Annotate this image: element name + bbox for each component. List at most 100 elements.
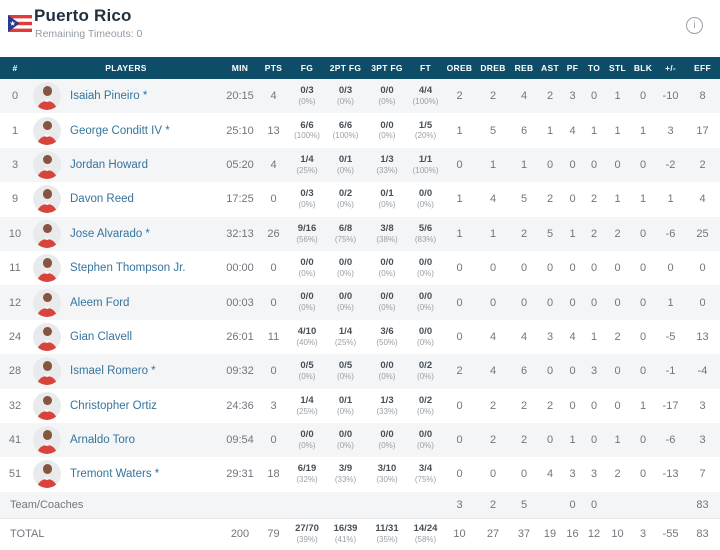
- jersey-shape: [37, 273, 57, 283]
- player-to: 0: [590, 90, 598, 103]
- player-min: 25:10: [226, 124, 254, 137]
- collar-shape: [44, 305, 50, 309]
- player-stl: 1: [614, 434, 621, 447]
- player-pm: -10: [662, 90, 679, 103]
- player-name[interactable]: Christopher Ortiz: [70, 399, 157, 412]
- player-dreb: 1: [489, 158, 497, 171]
- player-2pt-fg-made-att: 3/9: [338, 463, 353, 475]
- total-pts: 79: [267, 528, 280, 541]
- player-ft: 3/4 (75%): [408, 464, 443, 485]
- player-3pt-fg: 0/0 (0%): [366, 360, 408, 381]
- head-shape: [42, 326, 52, 337]
- player-name[interactable]: Stephen Thompson Jr.: [70, 262, 186, 275]
- player-name[interactable]: Tremont Waters *: [70, 468, 160, 481]
- player-blk: 0: [639, 262, 647, 275]
- team-oreb: 3: [456, 498, 463, 511]
- player-eff: 0: [699, 296, 706, 309]
- player-ft-percent: (100%): [412, 97, 439, 107]
- player-ast: 2: [546, 193, 554, 206]
- player-reb: 0: [520, 468, 528, 481]
- player-3pt-fg-made-att: 1/3: [380, 153, 394, 165]
- player-2pt-fg-percent: (25%): [334, 337, 357, 347]
- player-ft-made-att: 0/0: [418, 188, 433, 200]
- player-2pt-fg: 0/2 (0%): [325, 188, 366, 210]
- player-ft-made-att: 5/6: [418, 222, 433, 234]
- jersey-shape: [37, 135, 57, 145]
- player-ft-percent: (0%): [417, 200, 434, 210]
- head-shape: [42, 86, 52, 96]
- player-reb: 4: [520, 90, 528, 103]
- player-jersey-number: 11: [9, 262, 21, 275]
- team-coaches-row: Team/Coaches 3 2 5 0 0 83: [0, 491, 720, 518]
- collar-shape: [44, 443, 50, 447]
- collar-shape: [44, 339, 50, 343]
- player-2pt-fg: 0/0 (0%): [325, 429, 366, 450]
- player-3pt-fg-made-att: 0/0: [380, 85, 394, 97]
- info-icon[interactable]: i: [686, 17, 703, 34]
- player-3pt-fg-percent: (30%): [376, 475, 398, 485]
- player-fg: 1/4 (25%): [289, 395, 325, 416]
- col-header-oreb: OREB: [446, 63, 473, 73]
- player-pts: 11: [267, 330, 280, 343]
- player-ft: 4/4 (100%): [408, 85, 443, 107]
- player-name[interactable]: Davon Reed: [70, 193, 134, 206]
- player-name[interactable]: Jordan Howard: [70, 158, 148, 171]
- player-name[interactable]: Aleem Ford: [70, 296, 130, 309]
- player-3pt-fg: 0/0 (0%): [366, 120, 408, 141]
- player-min: 20:15: [226, 90, 254, 103]
- player-fg: 1/4 (25%): [289, 154, 325, 175]
- player-to: 3: [590, 365, 598, 378]
- player-3pt-fg-percent: (33%): [376, 406, 398, 416]
- player-jersey-number: 1: [11, 124, 19, 137]
- player-dreb: 0: [489, 262, 497, 275]
- player-2pt-fg-percent: (0%): [337, 200, 354, 210]
- head-shape: [42, 430, 52, 440]
- player-name[interactable]: George Conditt IV *: [70, 124, 170, 137]
- puerto-rico-flag-icon: [8, 15, 32, 32]
- player-fg-percent: (0%): [298, 303, 316, 313]
- player-ast: 2: [546, 399, 554, 412]
- player-avatar: [30, 254, 64, 283]
- player-pm: -1: [665, 365, 676, 378]
- player-3pt-fg: 0/1 (0%): [366, 188, 408, 209]
- player-2pt-fg-made-att: 6/6: [338, 119, 353, 131]
- player-fg: 0/0 (0%): [289, 257, 325, 278]
- player-2pt-fg-made-att: 0/1: [338, 394, 353, 406]
- player-name[interactable]: Ismael Romero *: [70, 365, 156, 378]
- player-jersey-number: 12: [8, 296, 22, 309]
- player-min: 00:03: [226, 296, 254, 309]
- player-ast: 5: [546, 227, 554, 240]
- head-shape: [42, 154, 52, 165]
- player-reb: 2: [520, 434, 528, 447]
- player-name[interactable]: Jose Alvarado *: [70, 227, 150, 240]
- total-oreb: 10: [453, 528, 466, 541]
- player-name[interactable]: Gian Clavell: [70, 330, 132, 343]
- player-ft-made-att: 1/1: [418, 153, 433, 165]
- player-ft-percent: (0%): [417, 440, 434, 450]
- player-pf: 0: [569, 365, 576, 378]
- player-3pt-fg: 3/8 (38%): [366, 222, 408, 244]
- player-2pt-fg-made-att: 0/1: [338, 153, 353, 165]
- player-row: 24 Gian Clavell 26:01 11 4/10 (40%) 1/4 (25%) 3/…: [0, 319, 720, 355]
- player-min: 32:13: [226, 227, 254, 240]
- player-ft-made-att: 0/0: [418, 429, 433, 441]
- head-shape: [42, 361, 52, 371]
- player-2pt-fg-made-att: 1/4: [338, 325, 353, 337]
- player-fg-made-att: 0/5: [300, 360, 314, 372]
- collar-shape: [44, 202, 50, 206]
- player-pm: -13: [662, 468, 679, 481]
- player-ast: 0: [546, 262, 554, 275]
- player-eff: 0: [699, 262, 706, 275]
- player-reb: 1: [520, 158, 528, 171]
- player-oreb: 0: [456, 262, 463, 275]
- player-avatar: [30, 391, 64, 420]
- player-avatar: [30, 322, 64, 351]
- player-stl: 0: [614, 365, 621, 378]
- player-2pt-fg: 1/4 (25%): [325, 325, 366, 347]
- player-3pt-fg-made-att: 3/8: [380, 222, 394, 234]
- player-3pt-fg-percent: (50%): [376, 337, 398, 347]
- total-fg: 27/70 (39%): [289, 523, 325, 544]
- player-name[interactable]: Arnaldo Toro: [70, 434, 135, 447]
- player-name[interactable]: Isaiah Pineiro *: [70, 90, 148, 103]
- player-min: 17:25: [226, 193, 254, 206]
